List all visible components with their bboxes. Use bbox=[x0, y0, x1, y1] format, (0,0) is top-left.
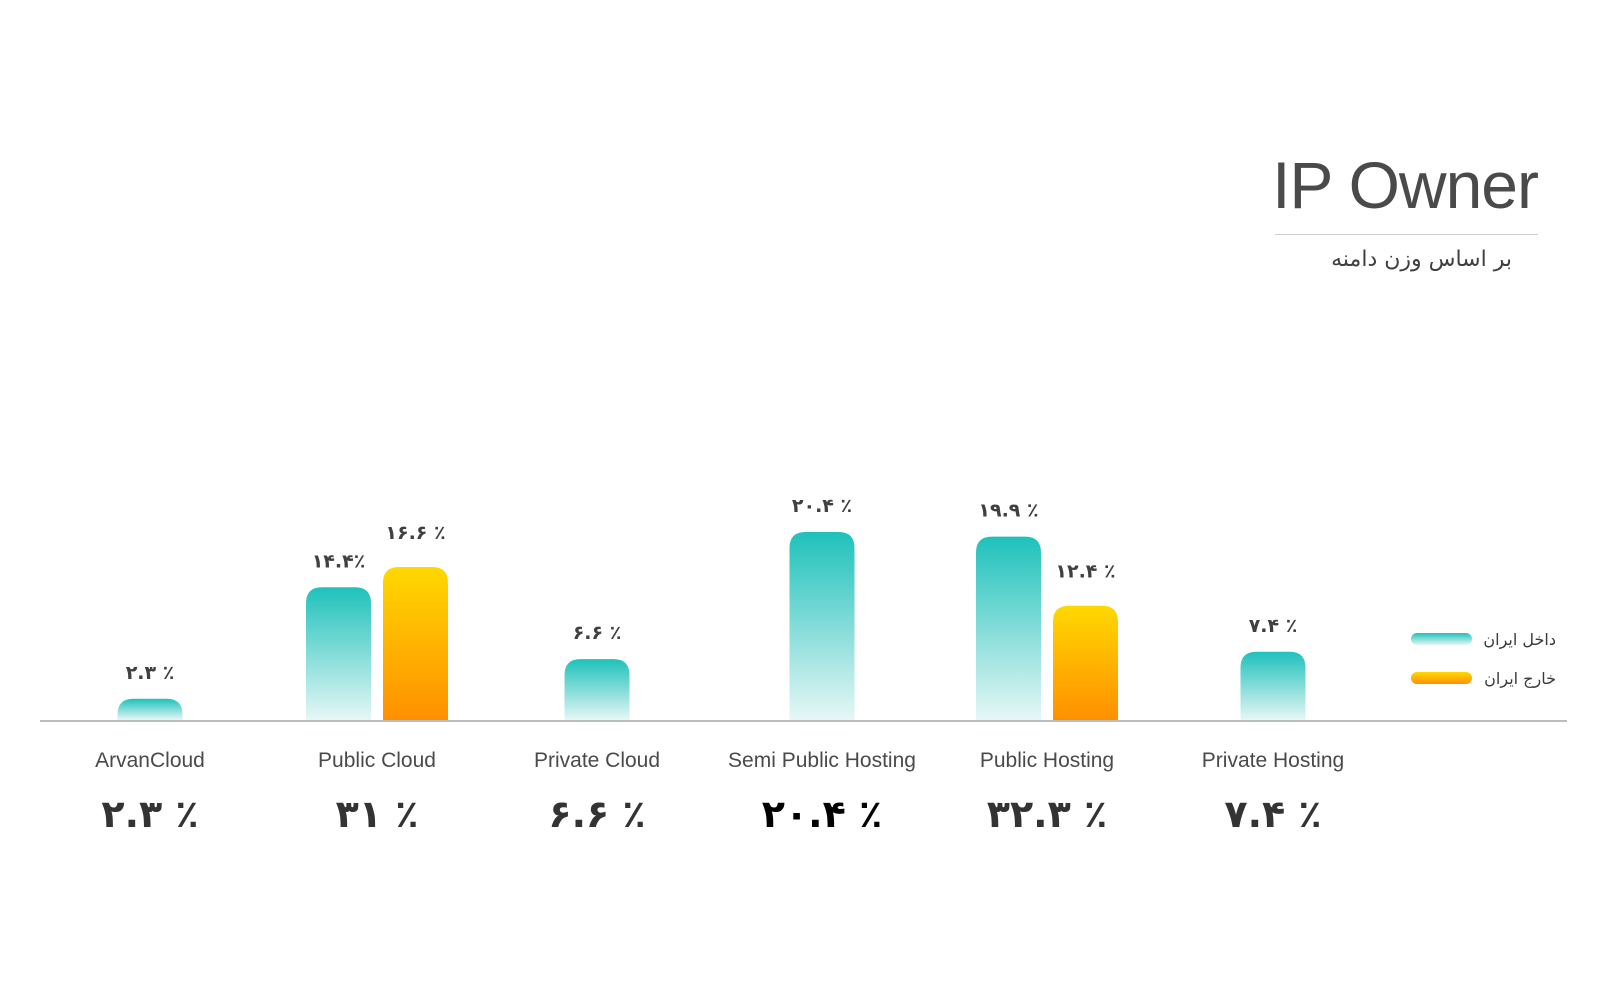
bar-inside-iran bbox=[1240, 651, 1306, 720]
category-total-label: ۶.۶ ٪ bbox=[548, 792, 645, 836]
bar-inside-iran bbox=[117, 698, 183, 720]
labels-group: ۲.۳ ٪ ArvanCloud ۲.۳ ٪ ۱۴.۴٪ ۱۶.۶ ٪ Public Cl… bbox=[95, 495, 1344, 836]
bar-outside-iran bbox=[1053, 605, 1118, 720]
bar-value-label: ۷.۴ ٪ bbox=[1249, 615, 1298, 637]
category-total-label: ۳۲.۳ ٪ bbox=[987, 792, 1107, 836]
category-total-label: ۷.۴ ٪ bbox=[1224, 792, 1321, 836]
legend-label: خارج ایران bbox=[1484, 669, 1556, 689]
bars-group bbox=[117, 532, 1306, 720]
bar-value-label: ۶.۶ ٪ bbox=[573, 622, 622, 644]
bar-inside-iran bbox=[306, 587, 371, 720]
legend-label: داخل ایران bbox=[1483, 630, 1556, 650]
category-label: Private Hosting bbox=[1202, 749, 1344, 772]
bar-inside-iran bbox=[976, 536, 1041, 720]
chart-subtitle: بر اساس وزن دامنه bbox=[1331, 247, 1512, 272]
bar-value-label: ۱۶.۶ ٪ bbox=[385, 522, 445, 544]
category-label: ArvanCloud bbox=[95, 749, 205, 772]
category-label: Public Cloud bbox=[318, 749, 436, 772]
title-divider bbox=[1275, 234, 1538, 235]
category-total-label: ۲۰.۴ ٪ bbox=[762, 792, 882, 836]
category-total-label: ۳۱ ٪ bbox=[336, 792, 419, 836]
bar-outside-iran bbox=[383, 567, 448, 720]
title-block: IP Owner بر اساس وزن دامنه bbox=[1270, 140, 1539, 272]
category-total-label: ۲.۳ ٪ bbox=[101, 792, 198, 836]
category-label: Semi Public Hosting bbox=[728, 749, 916, 772]
bar-inside-iran bbox=[789, 532, 855, 720]
chart-title: IP Owner bbox=[1272, 148, 1539, 222]
bar-inside-iran bbox=[564, 659, 630, 720]
bar-value-label: ۱۹.۹ ٪ bbox=[978, 500, 1038, 522]
category-label: Public Hosting bbox=[980, 749, 1114, 772]
bar-value-label: ۱۲.۴ ٪ bbox=[1055, 561, 1115, 583]
legend: داخل ایران خارج ایران bbox=[1411, 630, 1556, 689]
bar-value-label: ۲۰.۴ ٪ bbox=[792, 495, 852, 517]
category-label: Private Cloud bbox=[534, 749, 660, 772]
legend-swatch bbox=[1411, 633, 1472, 645]
bar-value-label: ۱۴.۴٪ bbox=[312, 550, 366, 572]
legend-swatch bbox=[1411, 672, 1472, 684]
bar-value-label: ۲.۳ ٪ bbox=[126, 662, 175, 684]
